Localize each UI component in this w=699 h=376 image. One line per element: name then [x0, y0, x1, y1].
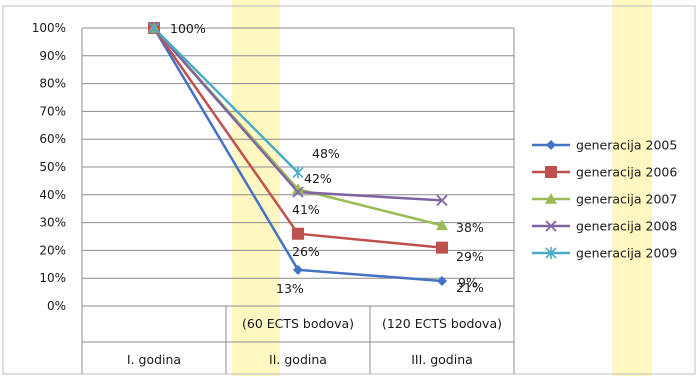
data-point [545, 166, 557, 178]
data-labels: 100% 48% 42% 41% 26% 13% 38% 29% 21%9% [170, 21, 484, 296]
legend-item: generacija 2005 [532, 138, 677, 153]
data-label: 9% [458, 275, 478, 290]
y-tick-label: 70% [39, 104, 66, 118]
gridlines [82, 27, 514, 307]
category-labels: I. godina (60 ECTS bodova) II. godina (120 … [127, 316, 502, 367]
data-point [546, 140, 556, 150]
data-point [292, 227, 304, 240]
legend-label: generacija 2008 [576, 219, 677, 234]
data-point [292, 186, 304, 198]
y-tick-label: 60% [39, 132, 66, 146]
legend-label: generacija 2007 [576, 192, 677, 207]
decor-band [612, 0, 652, 376]
y-tick-label: 30% [39, 216, 66, 230]
data-point [292, 183, 304, 195]
data-label: 21% [456, 280, 484, 295]
data-label: 38% [456, 220, 484, 235]
data-point [436, 194, 448, 206]
watermark-decor [232, 0, 652, 376]
y-tick-label: 50% [39, 160, 66, 174]
data-label: 100% [170, 21, 206, 36]
legend-label: generacija 2006 [576, 165, 677, 180]
y-tick-label: 10% [39, 271, 66, 285]
series-line [153, 27, 299, 174]
data-point [545, 193, 557, 204]
legend: generacija 2005 generacija 2006 generacija… [532, 138, 677, 261]
legend-item: generacija 2007 [532, 192, 677, 207]
category-sublabel: (120 ECTS bodova) [382, 316, 502, 331]
y-tick-label: 100% [32, 21, 66, 35]
chart-frame [2, 5, 696, 375]
legend-item: generacija 2008 [532, 219, 677, 234]
legend-label: generacija 2009 [576, 246, 677, 261]
y-tick-label: 40% [39, 188, 66, 202]
legend-item: generacija 2006 [532, 165, 677, 180]
data-point [545, 220, 557, 232]
category-table-lines [81, 28, 515, 374]
data-point [293, 264, 303, 275]
y-tick-label: 0% [47, 299, 66, 313]
data-point [437, 275, 447, 286]
category-label: III. godina [411, 352, 473, 367]
category-label: I. godina [127, 352, 181, 367]
data-label: 41% [292, 202, 320, 217]
y-axis-ticks: 0% 10% 20% 30% 40% 50% 60% 70% 80% 90% 100% [32, 21, 66, 313]
series-group [148, 22, 448, 286]
data-label: 29% [456, 249, 484, 264]
data-point [292, 166, 304, 179]
y-tick-label: 20% [39, 243, 66, 257]
data-label: 48% [312, 146, 340, 161]
data-point [545, 247, 557, 259]
decor-band [232, 0, 280, 376]
legend-label: generacija 2005 [576, 138, 677, 153]
data-label: 42% [304, 171, 332, 186]
data-point [436, 241, 448, 254]
category-sublabel: (60 ECTS bodova) [242, 316, 354, 331]
data-point [148, 22, 160, 34]
legend-item: generacija 2009 [532, 246, 677, 261]
data-label: 26% [292, 244, 320, 259]
data-label: 13% [276, 281, 304, 296]
data-point [436, 219, 448, 231]
category-label: II. godina [269, 352, 327, 367]
y-tick-label: 90% [39, 49, 66, 63]
y-tick-label: 80% [39, 77, 66, 91]
